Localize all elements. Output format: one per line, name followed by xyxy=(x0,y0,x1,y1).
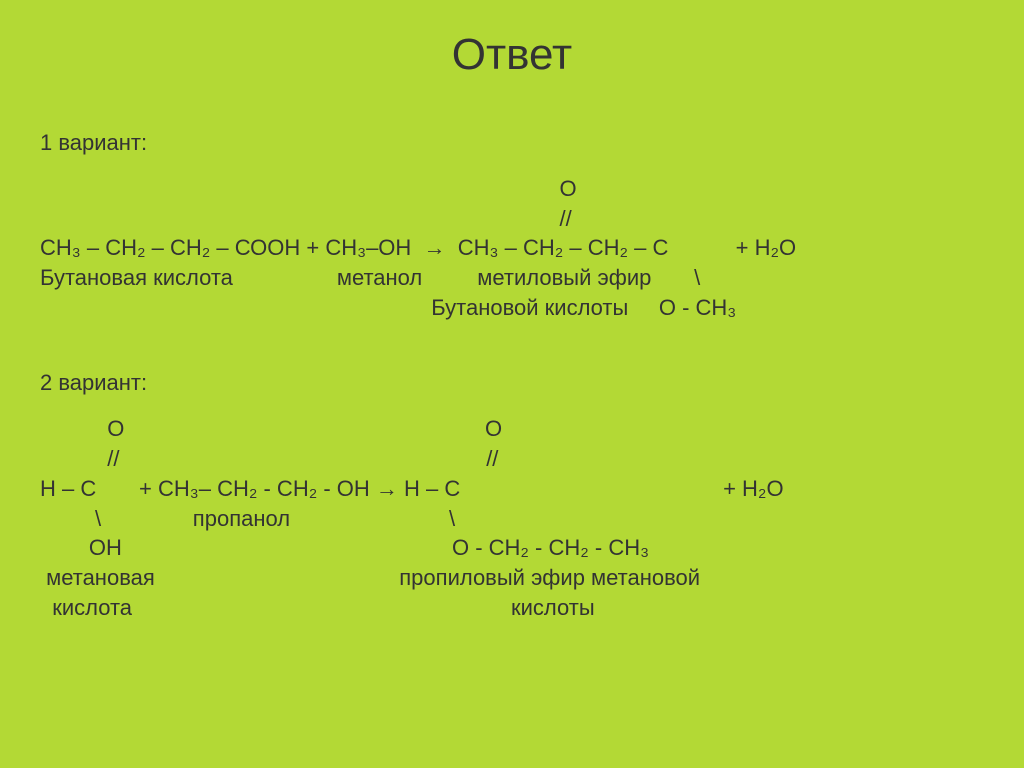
variant-2-line-5: метановая пропиловый эфир метановой xyxy=(40,563,984,593)
variant-2-line-3: \ пропанол \ xyxy=(40,504,984,534)
variant-1-line-1: // xyxy=(40,204,984,234)
variant-1-block: 1 вариант: O // СН₃ – СН xyxy=(40,130,984,322)
variant-2-line-0: О О xyxy=(40,414,984,444)
variant-2-line-1: // // xyxy=(40,444,984,474)
page-title: Ответ xyxy=(40,30,984,80)
variant-1-label: 1 вариант: xyxy=(40,130,984,156)
variant-1-line-0: O xyxy=(40,174,984,204)
variant-1-line-3: Бутановая кислота метанол метиловый эфир… xyxy=(40,263,984,293)
variant-1-line-4: Бутановой кислоты О - СН₃ xyxy=(40,293,984,323)
variant-2-line-6: кислота кислоты xyxy=(40,593,984,623)
variant-2-line-4: ОН О - СН₂ - СН₂ - СН₃ xyxy=(40,533,984,563)
variant-2-block: 2 вариант: О О // // Н – С + СН₃– СН₂ - … xyxy=(40,370,984,622)
variant-2-label: 2 вариант: xyxy=(40,370,984,396)
variant-1-line-2: СН₃ – СН₂ – СН₂ – СООН + СН₃–ОН → СН₃ – … xyxy=(40,233,984,263)
variant-2-line-2: Н – С + СН₃– СН₂ - СН₂ - ОН → Н – С + Н₂… xyxy=(40,474,984,504)
